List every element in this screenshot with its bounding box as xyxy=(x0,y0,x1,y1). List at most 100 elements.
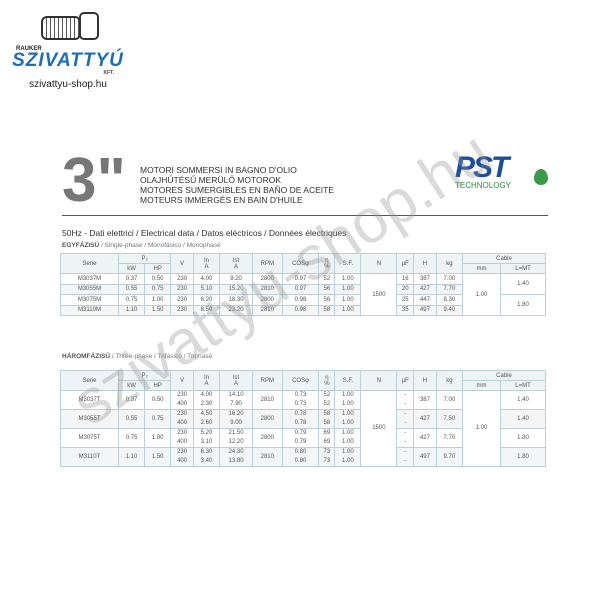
cell: 1.80 xyxy=(500,447,546,467)
table-row: M3037T 0.37 0.50 230 400 4.00 2.30 14.10 7.90 281… xyxy=(60,390,546,467)
pst-tech-text: TECHNOLOGY xyxy=(455,181,512,190)
column-header: RPM xyxy=(252,253,283,274)
cell: 0.50 xyxy=(144,273,172,285)
cell: 1.50 xyxy=(144,304,172,316)
cell: 427 xyxy=(413,283,437,295)
table-row: M3110M 1.10 1.50 230 8.50 23.20 2810 0.98 58 1.00… xyxy=(60,304,546,316)
column-header: HP xyxy=(144,380,172,391)
column-header: Ist A xyxy=(219,253,254,274)
cell: 230 400 xyxy=(170,409,194,429)
cell: 58 58 xyxy=(318,409,336,429)
cell: 1.00 1.00 xyxy=(334,390,362,410)
cell: 56 xyxy=(318,294,336,306)
column-header: kW xyxy=(117,380,146,391)
label-rest: / Three-phase / Trifásico / Triphasé xyxy=(110,353,213,360)
cell: 0.98 xyxy=(281,294,320,306)
column-header: kg xyxy=(435,370,464,391)
cell: 1.40 xyxy=(500,409,546,429)
column-header: H xyxy=(413,370,437,391)
column-header: S.F. xyxy=(334,253,362,274)
cell: 16.20 9.00 xyxy=(219,409,254,429)
cell: 1.00 xyxy=(462,273,501,316)
cell: 20 xyxy=(396,283,415,295)
cell: 4.00 2.30 xyxy=(192,390,221,410)
cell: 0.75 xyxy=(117,428,146,448)
cell: 1.00 xyxy=(334,283,362,295)
column-header: Serie xyxy=(60,370,119,391)
column-header: L=MT xyxy=(500,380,546,391)
cell: 24.30 13.80 xyxy=(219,447,254,467)
cell: 0.80 0.80 xyxy=(281,447,320,467)
cell: 1.00 xyxy=(462,390,501,467)
cell: M3075M xyxy=(60,294,119,306)
cell: 16 xyxy=(396,273,415,285)
cell: 14.10 7.90 xyxy=(219,390,254,410)
cell: 230 xyxy=(170,283,194,295)
cell: M3055M xyxy=(60,283,119,295)
size-heading: 3" xyxy=(62,146,126,215)
cell: 230 400 xyxy=(170,447,194,467)
three-phase-label: HÁROMFÁZISÚ / Three-phase / Trifásico / … xyxy=(62,353,212,360)
table-row: M3075T 0.75 1.00 230 400 5.20 3.10 21.50 12.20 28… xyxy=(60,428,546,448)
cell: 2800 xyxy=(252,409,283,429)
cell: 230 xyxy=(170,304,194,316)
cell: 447 xyxy=(413,294,437,306)
column-header: L=MT xyxy=(500,263,546,274)
pst-logo: PST TECHNOLOGY xyxy=(455,153,550,193)
column-header: N xyxy=(360,370,398,391)
cell: 0.55 xyxy=(117,283,146,295)
column-header: In A xyxy=(192,253,221,274)
column-header: mm xyxy=(462,380,501,391)
cell: M3110M xyxy=(60,304,119,316)
cell: 6.30 3.40 xyxy=(192,447,221,467)
column-header: µF xyxy=(396,253,415,274)
cell: 5.20 3.10 xyxy=(192,428,221,448)
cell: 73 73 xyxy=(318,447,336,467)
cell: 0.97 xyxy=(281,273,320,285)
cell: 230 xyxy=(170,273,194,285)
cell: 1.00 xyxy=(334,304,362,316)
cell: 497 xyxy=(413,304,437,316)
cell: 2800 xyxy=(252,273,283,285)
cell: 9.40 xyxy=(435,304,464,316)
cell: M3037T xyxy=(60,390,119,410)
column-header: P₂ xyxy=(117,253,172,264)
cell: 56 xyxy=(318,283,336,295)
cell: 1.40 xyxy=(500,390,546,410)
cell: 7.00 xyxy=(435,390,464,410)
table-row: M3075M 0.75 1.00 230 6.20 18.30 2800 0.98 56 1.00… xyxy=(60,294,546,316)
title-line: MOTORI SOMMERSI IN BAGNO D'OLIO xyxy=(140,165,297,175)
cell: 69 69 xyxy=(318,428,336,448)
single-phase-label: EGYFÁZISÚ / Single-phase / Monofásico / … xyxy=(62,242,221,249)
cell: 230 400 xyxy=(170,390,194,410)
column-header: N xyxy=(360,253,398,274)
cell: 7.70 xyxy=(435,428,464,448)
cell: 4.50 2.60 xyxy=(192,409,221,429)
column-header: RPM xyxy=(252,370,283,391)
column-header: P₂ xyxy=(117,370,172,381)
column-header: kW xyxy=(117,263,146,274)
title-line: MOTORES SUMERGIBLES EN BAÑO DE ACEITE xyxy=(140,185,334,195)
column-header: Serie xyxy=(60,253,119,274)
cell: 0.55 xyxy=(117,409,146,429)
label-hu: HÁROMFÁZISÚ xyxy=(62,353,111,360)
cell: 7.70 xyxy=(435,283,464,295)
cell: 427 xyxy=(413,409,437,429)
cell: 0.75 xyxy=(144,409,172,429)
column-header: kg xyxy=(435,253,464,274)
title-lines: MOTORI SOMMERSI IN BAGNO D'OLIO OLAJHŰTÉ… xyxy=(140,165,334,205)
cell: 35 xyxy=(396,304,415,316)
company-logo: RAUKER SZIVATTYÚ KFT. szivattyu-shop.hu xyxy=(8,8,128,90)
cell: 52 52 xyxy=(318,390,336,410)
logo-brand: SZIVATTYÚ xyxy=(12,50,124,71)
logo-small-text: RAUKER xyxy=(16,46,42,52)
cell: 230 400 xyxy=(170,428,194,448)
column-header: µF xyxy=(396,370,415,391)
cell: 1500 xyxy=(360,390,398,467)
cell: 18.30 xyxy=(219,294,254,306)
cell: 0.98 xyxy=(281,304,320,316)
cell: 5.10 xyxy=(192,283,221,295)
cell: 0.78 0.78 xyxy=(281,409,320,429)
